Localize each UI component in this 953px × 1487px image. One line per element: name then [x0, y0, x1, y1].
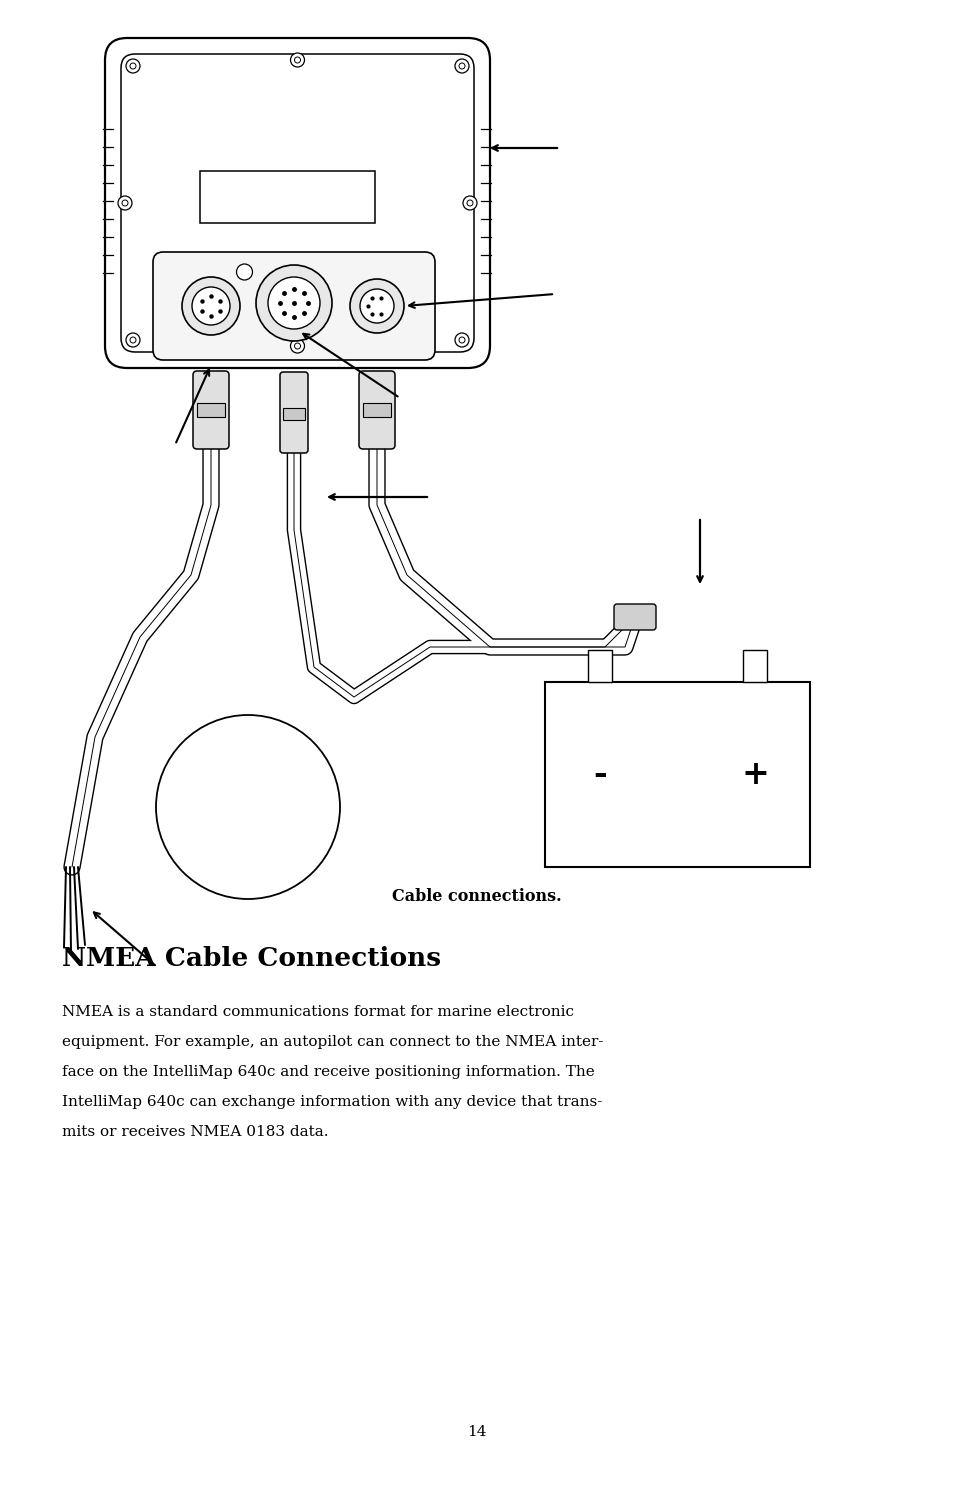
- Bar: [742, 650, 766, 683]
- Text: Cable connections.: Cable connections.: [392, 889, 561, 906]
- FancyBboxPatch shape: [193, 370, 229, 449]
- Circle shape: [359, 288, 394, 323]
- Text: IntelliMap 640c can exchange information with any device that trans-: IntelliMap 640c can exchange information…: [62, 1094, 601, 1109]
- Circle shape: [126, 59, 140, 73]
- Text: +: +: [740, 758, 768, 791]
- Circle shape: [236, 265, 253, 280]
- FancyBboxPatch shape: [614, 604, 656, 630]
- Circle shape: [291, 339, 304, 352]
- Bar: [196, 403, 225, 416]
- Circle shape: [126, 333, 140, 346]
- Text: -: -: [593, 758, 606, 791]
- Circle shape: [182, 277, 240, 335]
- Bar: [283, 407, 305, 419]
- Circle shape: [455, 59, 469, 73]
- Circle shape: [192, 287, 230, 326]
- Bar: [363, 403, 391, 416]
- Bar: [587, 650, 612, 683]
- Text: NMEA Cable Connections: NMEA Cable Connections: [62, 947, 440, 971]
- Bar: [544, 683, 809, 867]
- Circle shape: [118, 196, 132, 210]
- Text: mits or receives NMEA 0183 data.: mits or receives NMEA 0183 data.: [62, 1126, 328, 1139]
- Text: face on the IntelliMap 640c and receive positioning information. The: face on the IntelliMap 640c and receive …: [62, 1065, 594, 1080]
- Text: 14: 14: [467, 1425, 486, 1439]
- Circle shape: [255, 265, 332, 341]
- FancyBboxPatch shape: [152, 251, 435, 360]
- Circle shape: [455, 333, 469, 346]
- Circle shape: [291, 54, 304, 67]
- Bar: [200, 171, 375, 223]
- Circle shape: [462, 196, 476, 210]
- FancyBboxPatch shape: [358, 370, 395, 449]
- Circle shape: [268, 277, 319, 329]
- FancyBboxPatch shape: [105, 39, 490, 367]
- Circle shape: [156, 715, 339, 900]
- Circle shape: [350, 280, 403, 333]
- FancyBboxPatch shape: [280, 372, 308, 454]
- Text: equipment. For example, an autopilot can connect to the NMEA inter-: equipment. For example, an autopilot can…: [62, 1035, 603, 1048]
- Text: NMEA is a standard communications format for marine electronic: NMEA is a standard communications format…: [62, 1005, 574, 1019]
